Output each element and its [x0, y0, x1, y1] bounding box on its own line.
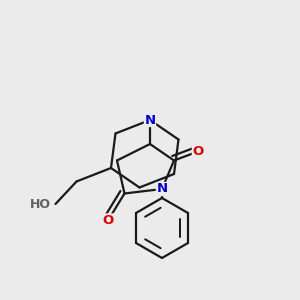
Text: N: N [156, 182, 168, 196]
Text: HO: HO [30, 197, 51, 211]
Text: O: O [102, 214, 114, 227]
Text: O: O [192, 145, 204, 158]
Text: N: N [144, 113, 156, 127]
